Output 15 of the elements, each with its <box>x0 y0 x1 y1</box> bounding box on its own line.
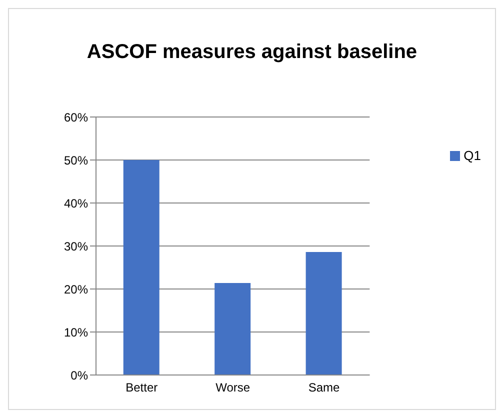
bar <box>306 252 342 375</box>
x-tick-label: Same <box>308 380 340 395</box>
bar <box>214 282 251 375</box>
y-tick-label: 0% <box>70 368 88 382</box>
y-tick-label: 30% <box>64 239 88 254</box>
bar <box>123 160 160 375</box>
y-tick-label: 10% <box>64 325 88 340</box>
y-tick-label: 50% <box>64 153 88 168</box>
x-tick-label: Worse <box>216 380 250 395</box>
y-tick-label: 60% <box>64 110 88 124</box>
y-tick-label: 40% <box>64 196 88 210</box>
legend-label: Q1 <box>464 148 481 163</box>
chart-title: ASCOF measures against baseline <box>86 40 418 65</box>
x-tick-label: Better <box>126 380 158 395</box>
y-tick-label: 20% <box>64 282 88 296</box>
